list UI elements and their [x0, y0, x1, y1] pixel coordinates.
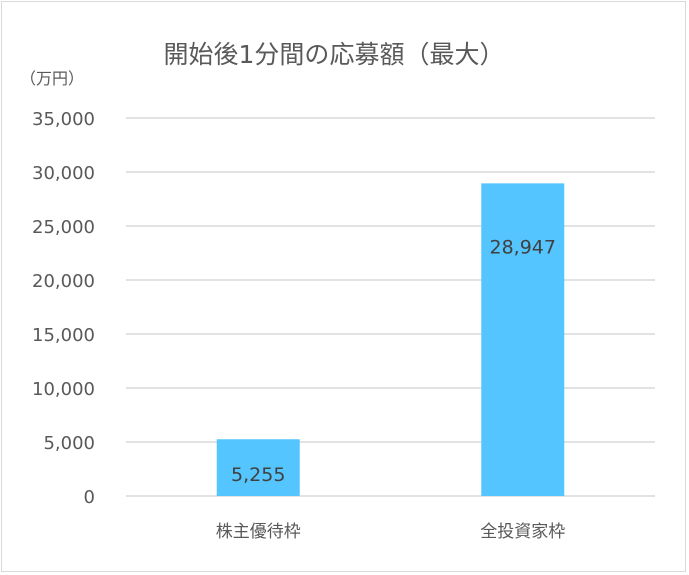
- x-category-label: 株主優待枠: [216, 522, 301, 542]
- y-axis-ticks: 0 5,000 10,000 15,000 20,000 25,000 30,000 35,0…: [32, 109, 95, 508]
- bar-value-label: 28,947: [490, 236, 556, 258]
- y-tick-label: 15,000: [32, 325, 95, 346]
- y-tick-label: 5,000: [43, 433, 95, 454]
- y-tick-label: 10,000: [32, 379, 95, 400]
- y-tick-label: 30,000: [32, 163, 95, 184]
- y-axis-unit-label: （万円）: [20, 69, 84, 88]
- chart-title: 開始後1分間の応募額（最大）: [164, 40, 505, 69]
- bars: 5,255 28,947: [216, 183, 565, 496]
- gridlines: [126, 117, 655, 497]
- y-tick-label: 20,000: [32, 271, 95, 292]
- x-category-label: 全投資家枠: [480, 522, 565, 542]
- y-tick-label: 0: [84, 487, 95, 508]
- x-axis-categories: 株主優待枠 全投資家枠: [216, 522, 566, 542]
- y-tick-label: 35,000: [32, 109, 95, 130]
- bar-value-label: 5,255: [231, 464, 285, 486]
- bar: [481, 183, 565, 496]
- bar: [216, 439, 300, 496]
- y-tick-label: 25,000: [32, 217, 95, 238]
